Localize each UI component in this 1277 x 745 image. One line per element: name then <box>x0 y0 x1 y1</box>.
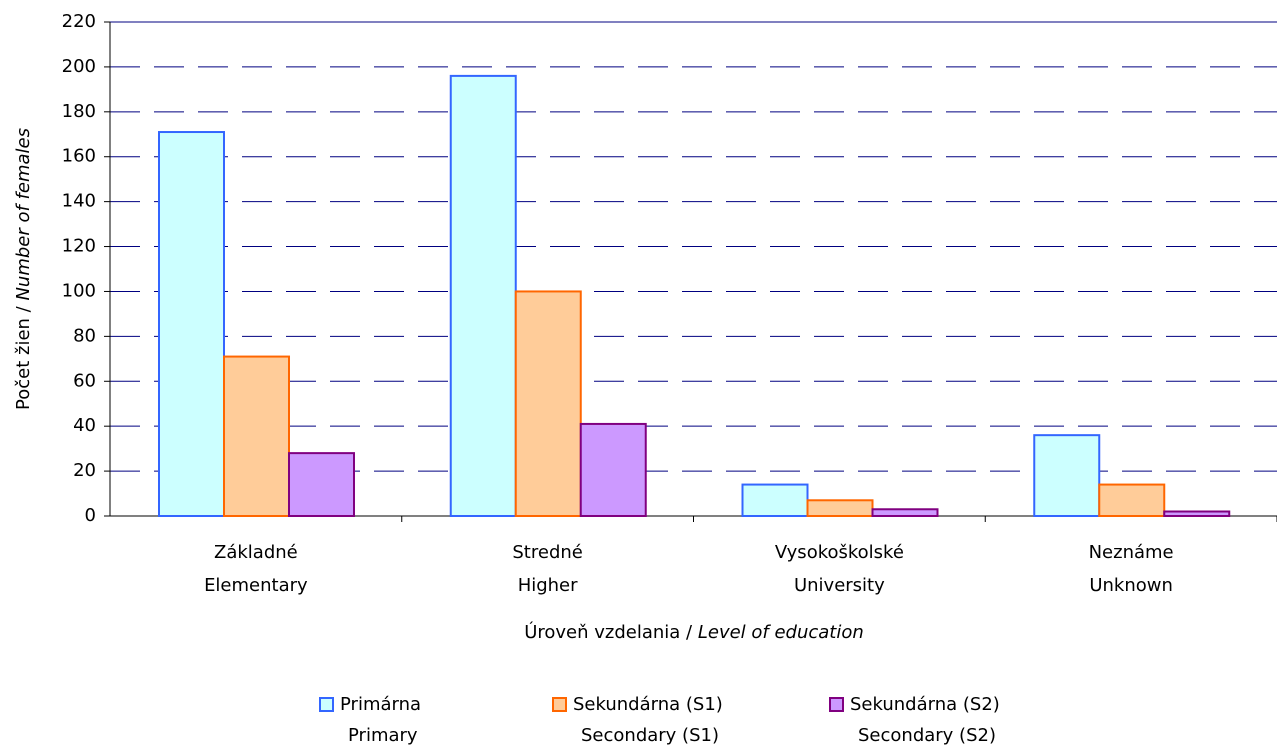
bar <box>1098 483 1166 517</box>
x-tick-label: Stredné <box>512 542 582 563</box>
x-tick-label: Elementary <box>204 575 308 596</box>
bar <box>741 483 809 517</box>
x-tick-label: Higher <box>518 575 578 596</box>
bar <box>223 355 290 517</box>
y-tick-label: 140 <box>62 191 96 212</box>
y-tick-label: 100 <box>62 280 96 301</box>
bar <box>871 508 939 518</box>
legend-swatch <box>552 697 567 712</box>
legend-label: Sekundárna (S1) <box>573 694 723 715</box>
y-tick-label: 40 <box>73 415 96 436</box>
bar <box>288 452 355 517</box>
y-tick-label: 20 <box>73 460 96 481</box>
x-label-part: Level of education <box>698 622 864 643</box>
x-tick-label: Neznáme <box>1089 542 1174 563</box>
bar <box>579 422 647 518</box>
x-tick-label: Unknown <box>1089 575 1173 596</box>
bar <box>158 131 225 517</box>
y-tick-label: 160 <box>62 146 96 167</box>
bar <box>449 74 517 518</box>
y-label-part: Number of females <box>13 128 34 301</box>
y-tick-label: 220 <box>62 11 96 32</box>
bar <box>806 499 874 518</box>
y-tick-label: 180 <box>62 101 96 122</box>
y-label-part: Počet žien / <box>13 301 34 410</box>
bar <box>514 290 582 518</box>
y-axis-label: Počet žien / Number of females <box>13 128 34 410</box>
x-axis-label: Úroveň vzdelania / Level of education <box>524 621 864 643</box>
bar <box>1033 434 1101 517</box>
x-tick-label: Základné <box>214 542 298 563</box>
y-tick-label: 0 <box>85 505 96 526</box>
y-tick-label: 80 <box>73 325 96 346</box>
y-tick-label: 120 <box>62 236 96 257</box>
legend-swatch <box>319 697 334 712</box>
legend-label: Primary <box>348 725 418 745</box>
legend-label: Secondary (S2) <box>858 725 996 745</box>
x-tick-label: Vysokoškolské <box>775 542 904 563</box>
y-tick-label: 60 <box>73 370 96 391</box>
legend-label: Sekundárna (S2) <box>850 694 1000 715</box>
legend-label: Primárna <box>340 694 421 715</box>
y-tick-label: 200 <box>62 56 96 77</box>
legend-swatch <box>829 697 844 712</box>
x-label-part: Úroveň vzdelania / <box>524 621 698 643</box>
x-tick-label: University <box>794 575 885 596</box>
bar <box>1163 510 1231 518</box>
legend-label: Secondary (S1) <box>581 725 719 745</box>
